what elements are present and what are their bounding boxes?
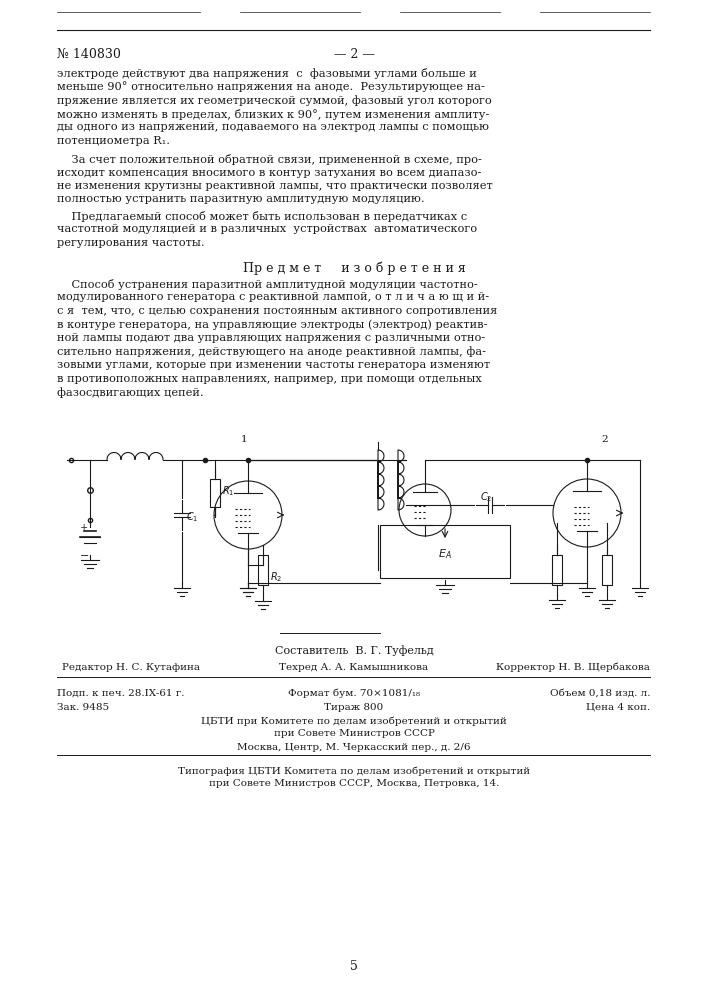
Text: $C_2$: $C_2$ (480, 490, 492, 504)
Text: можно изменять в пределах, близких к 90°, путем изменения амплиту-: можно изменять в пределах, близких к 90°… (57, 108, 489, 119)
Text: +: + (80, 523, 88, 532)
Text: фазосдвигающих цепей.: фазосдвигающих цепей. (57, 387, 204, 398)
Bar (380, 525, 510, 578)
Text: ЦБТИ при Комитете по делам изобретений и открытий: ЦБТИ при Комитете по делам изобретений и… (201, 716, 507, 726)
Text: Формат бум. 70×1081/₁₈: Формат бум. 70×1081/₁₈ (288, 688, 420, 698)
Text: сительно напряжения, действующего на аноде реактивной лампы, фа-: сительно напряжения, действующего на ано… (57, 347, 486, 357)
Text: полностью устранить паразитную амплитудную модуляцию.: полностью устранить паразитную амплитудн… (57, 194, 425, 205)
Text: регулирования частоты.: регулирования частоты. (57, 238, 204, 248)
Text: $R_1$: $R_1$ (222, 485, 235, 498)
Text: ной лампы подают два управляющих напряжения с различными отно-: ной лампы подают два управляющих напряже… (57, 333, 485, 343)
Text: частотной модуляцией и в различных  устройствах  автоматического: частотной модуляцией и в различных устро… (57, 225, 477, 234)
Text: 2: 2 (602, 436, 608, 444)
Text: № 140830: № 140830 (57, 48, 121, 61)
Text: 5: 5 (350, 960, 358, 973)
Text: Составитель  В. Г. Туфельд: Составитель В. Г. Туфельд (274, 646, 433, 656)
Text: Цена 4 коп.: Цена 4 коп. (586, 702, 650, 712)
Text: $E_A$: $E_A$ (438, 547, 452, 561)
Text: при Совете Министров СССР, Москва, Петровка, 14.: при Совете Министров СССР, Москва, Петро… (209, 780, 499, 788)
Text: электроде действуют два напряжения  с  фазовыми углами больше и: электроде действуют два напряжения с фаз… (57, 68, 477, 79)
Text: Зак. 9485: Зак. 9485 (57, 702, 109, 712)
Text: Техред А. А. Камышникова: Техред А. А. Камышникова (279, 662, 428, 672)
Text: Тираж 800: Тираж 800 (325, 702, 384, 712)
Text: Объем 0,18 изд. л.: Объем 0,18 изд. л. (549, 688, 650, 698)
Text: потенциометра R₁.: потенциометра R₁. (57, 135, 170, 145)
Text: Подп. к печ. 28.IX-61 г.: Подп. к печ. 28.IX-61 г. (57, 688, 185, 698)
Bar (258, 555, 268, 585)
Text: с я  тем, что, с целью сохранения постоянным активного сопротивления: с я тем, что, с целью сохранения постоян… (57, 306, 498, 316)
Text: $R_2$: $R_2$ (270, 570, 282, 584)
Text: пряжение является их геометрической суммой, фазовый угол которого: пряжение является их геометрической сумм… (57, 95, 492, 106)
Text: Редактор Н. С. Кутафина: Редактор Н. С. Кутафина (62, 662, 200, 672)
Text: в контуре генератора, на управляющие электроды (электрод) реактив-: в контуре генератора, на управляющие эле… (57, 320, 488, 330)
Text: в противоположных направлениях, например, при помощи отдельных: в противоположных направлениях, например… (57, 373, 481, 383)
Text: Предлагаемый способ может быть использован в передатчиках с: Предлагаемый способ может быть использов… (57, 211, 467, 222)
Text: зовыми углами, которые при изменении частоты генератора изменяют: зовыми углами, которые при изменении час… (57, 360, 490, 370)
Text: 1: 1 (240, 436, 247, 444)
Text: меньше 90° относительно напряжения на аноде.  Результирующее на-: меньше 90° относительно напряжения на ан… (57, 82, 485, 92)
Text: не изменения крутизны реактивной лампы, что практически позволяет: не изменения крутизны реактивной лампы, … (57, 181, 493, 191)
Text: −: − (80, 551, 89, 561)
Bar (552, 555, 562, 585)
Text: Корректор Н. В. Щербакова: Корректор Н. В. Щербакова (496, 662, 650, 672)
Text: при Совете Министров СССР: при Совете Министров СССР (274, 730, 434, 738)
Text: — 2 —: — 2 — (334, 48, 375, 61)
Bar (602, 555, 612, 585)
Text: $C_1$: $C_1$ (186, 510, 199, 524)
Text: исходит компенсация вносимого в контур затухания во всем диапазо-: исходит компенсация вносимого в контур з… (57, 167, 481, 178)
Text: Москва, Центр, М. Черкасский пер., д. 2/6: Москва, Центр, М. Черкасский пер., д. 2/… (238, 742, 471, 752)
Bar (210, 479, 220, 506)
Text: ды одного из напряжений, подаваемого на электрод лампы с помощью: ды одного из напряжений, подаваемого на … (57, 122, 489, 132)
Text: модулированного генератора с реактивной лампой, о т л и ч а ю щ и й-: модулированного генератора с реактивной … (57, 292, 489, 302)
Text: Способ устранения паразитной амплитудной модуляции частотно-: Способ устранения паразитной амплитудной… (57, 279, 478, 290)
Text: Типография ЦБТИ Комитета по делам изобретений и открытий: Типография ЦБТИ Комитета по делам изобре… (178, 766, 530, 776)
Text: За счет положительной обратной связи, примененной в схеме, про-: За счет положительной обратной связи, пр… (57, 154, 482, 165)
Text: Пр е д м е т     и з о б р е т е н и я: Пр е д м е т и з о б р е т е н и я (243, 261, 465, 275)
